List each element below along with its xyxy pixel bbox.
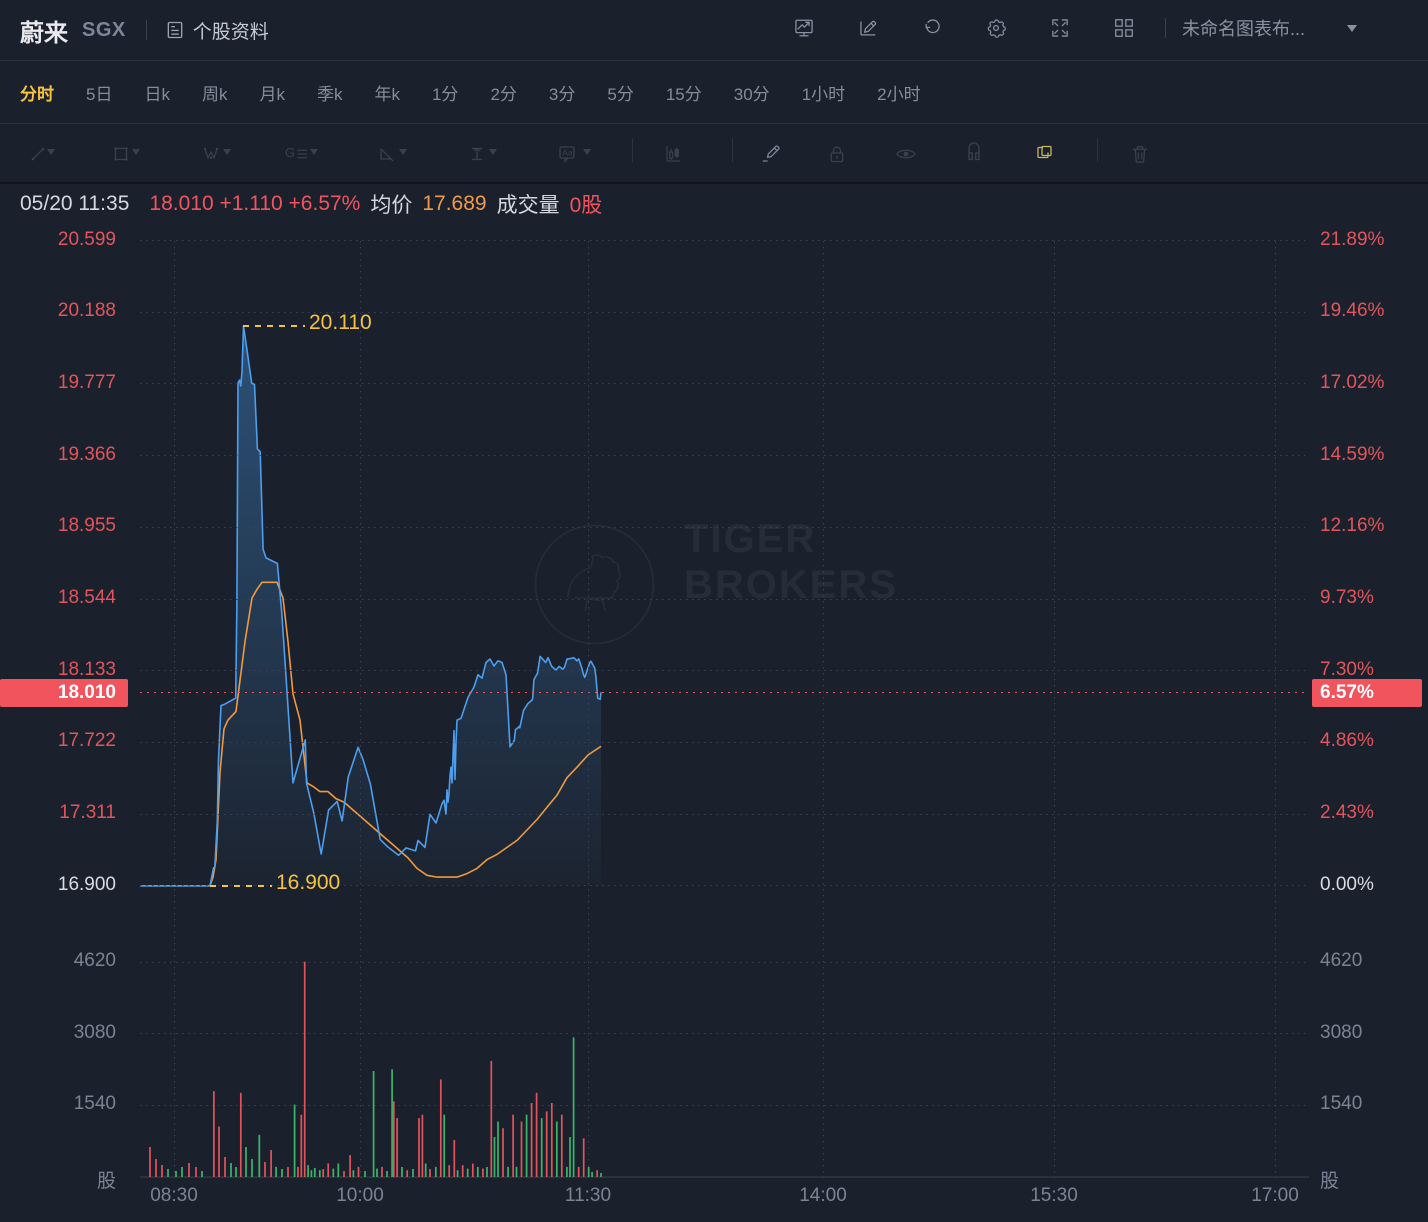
svg-text:Aa: Aa bbox=[562, 147, 573, 157]
svg-text:G: G bbox=[285, 145, 295, 160]
